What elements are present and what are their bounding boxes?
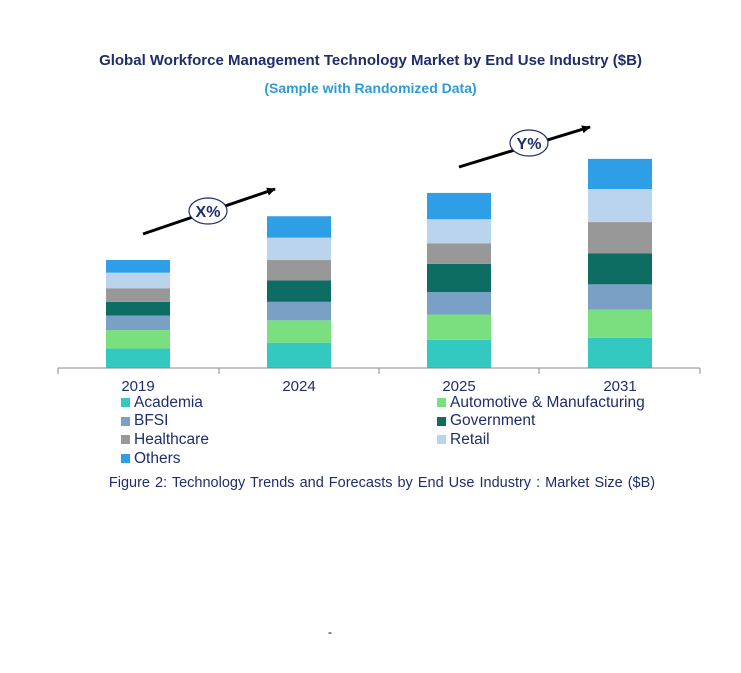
bar-segment-2031-academia <box>588 337 652 368</box>
bar-segment-2025-bfsi <box>427 292 491 315</box>
growth-label-1: X% <box>196 204 221 221</box>
legend-item-government: Government <box>437 412 535 431</box>
bar-segment-2025-academia <box>427 339 491 368</box>
bar-segment-2024-bfsi <box>267 301 331 321</box>
chart-title: Global Workforce Management Technology M… <box>99 52 642 69</box>
legend-label: Academia <box>134 393 203 411</box>
legend-label: Government <box>450 412 536 430</box>
bar-segment-2024-retail <box>267 237 331 261</box>
bar-segment-2031-government <box>588 253 652 285</box>
bar-segment-2019-bfsi <box>106 315 170 331</box>
chart-subtitle: (Sample with Randomized Data) <box>264 80 477 96</box>
legend-item-bfsi: BFSI <box>121 412 168 431</box>
bar-segment-2025-retail <box>427 219 491 244</box>
bar-segment-2031-retail <box>588 189 652 223</box>
legend-label: Automotive & Manufacturing <box>450 393 645 411</box>
x-tick-label-2019: 2019 <box>121 378 154 395</box>
bar-segment-2025-government <box>427 263 491 293</box>
bar-segment-2019-retail <box>106 272 170 289</box>
x-tick-label-2024: 2024 <box>282 378 315 395</box>
bar-segment-2019-automotive-manufacturing <box>106 330 170 349</box>
legend-item-automotive-manufacturing: Automotive & Manufacturing <box>437 393 645 412</box>
legend-swatch <box>121 435 130 445</box>
bar-segment-2031-automotive-manufacturing <box>588 309 652 338</box>
legend-swatch <box>437 398 446 407</box>
bar-segment-2024-automotive-manufacturing <box>267 320 331 343</box>
x-tick-label-2025: 2025 <box>442 378 475 395</box>
legend-swatch <box>437 435 446 445</box>
bar-segment-2019-others <box>106 260 170 273</box>
growth-label-2: Y% <box>517 136 542 153</box>
legend-swatch <box>437 416 446 426</box>
legend-label: Retail <box>450 430 490 448</box>
legend-item-retail: Retail <box>437 430 490 449</box>
stacked-bar-chart: 2019 2024 2025 2031 X% Y% <box>57 125 701 395</box>
bar-segment-2019-academia <box>106 348 170 368</box>
legend-label: BFSI <box>134 412 169 430</box>
bar-segment-2031-healthcare <box>588 222 652 254</box>
legend-swatch <box>121 398 130 407</box>
bar-segment-2024-government <box>267 280 331 302</box>
bar-segment-2031-bfsi <box>588 284 652 310</box>
bar-segment-2025-healthcare <box>427 243 491 264</box>
bar-segment-2019-healthcare <box>106 288 170 302</box>
bar-segment-2024-others <box>267 216 331 238</box>
legend-item-others: Others <box>121 449 181 468</box>
bar-segment-2024-academia <box>267 342 331 368</box>
bar-segment-2024-healthcare <box>267 260 331 281</box>
footnote-mark: - <box>328 625 332 639</box>
x-tick-label-2031: 2031 <box>603 378 636 395</box>
legend-item-healthcare: Healthcare <box>121 430 209 449</box>
bar-segment-2025-others <box>427 192 491 220</box>
legend-swatch <box>121 416 130 426</box>
legend-item-academia: Academia <box>121 393 203 412</box>
figure-caption: Figure 2: Technology Trends and Forecast… <box>108 475 656 491</box>
bar-segment-2019-government <box>106 301 170 316</box>
bar-segment-2025-automotive-manufacturing <box>427 314 491 340</box>
legend-label: Healthcare <box>134 430 209 448</box>
growth-badge-1 <box>188 197 228 225</box>
legend-label: Others <box>134 449 181 467</box>
legend-swatch <box>121 454 130 464</box>
growth-badge-2 <box>509 129 549 157</box>
bar-segment-2031-others <box>588 158 652 190</box>
